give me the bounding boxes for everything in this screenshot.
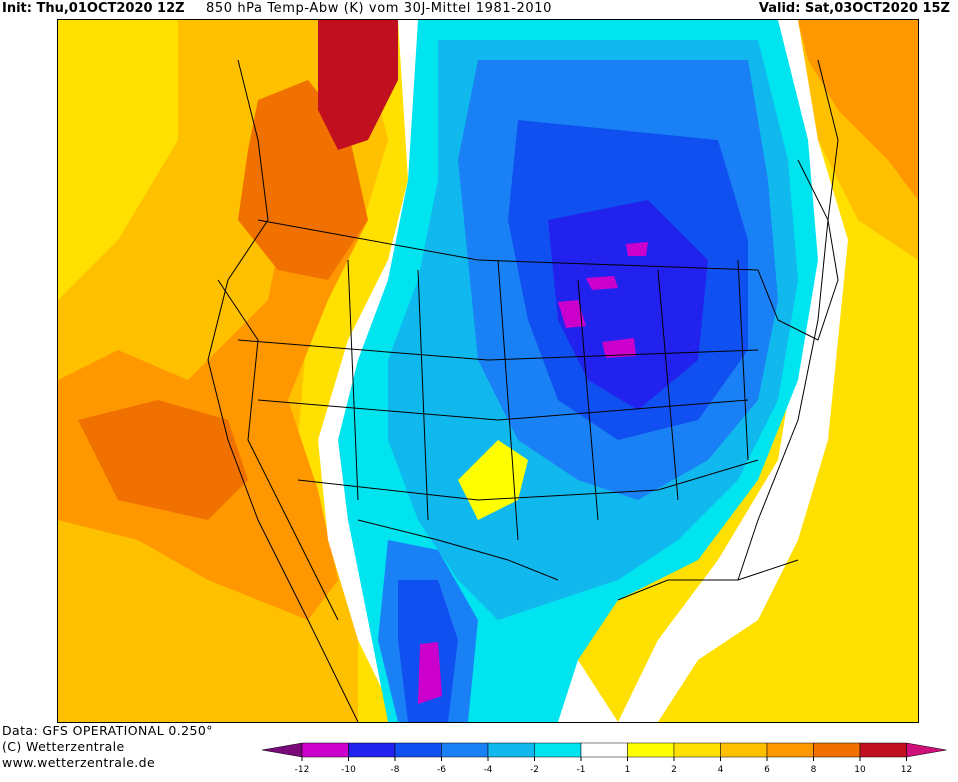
data-source-label: Data: GFS OPERATIONAL 0.250° bbox=[2, 723, 213, 738]
legend-tick-label: -2 bbox=[530, 765, 539, 775]
legend-tick-label: 6 bbox=[764, 765, 770, 775]
anomaly-region-neutral-east bbox=[618, 20, 848, 722]
legend-swatch bbox=[487, 742, 535, 758]
copyright-label: (C) Wetterzentrale bbox=[2, 739, 125, 754]
legend-swatch bbox=[301, 742, 349, 758]
anomaly-core-wisconsin bbox=[558, 300, 586, 328]
legend-tick-label: -10 bbox=[341, 765, 356, 775]
legend-swatch bbox=[348, 742, 396, 758]
map-title: 850 hPa Temp-Abw (K) vom 30J-Mittel 1981… bbox=[206, 1, 552, 16]
legend-swatch bbox=[720, 742, 768, 758]
legend-swatch bbox=[580, 742, 628, 758]
legend-tick-label: 10 bbox=[854, 765, 866, 775]
anomaly-core-illinois bbox=[602, 338, 636, 358]
legend-swatch bbox=[859, 742, 907, 758]
coastline bbox=[207, 59, 839, 722]
anomaly-core-mexico bbox=[418, 642, 442, 704]
anomaly-region-ne-dark-orange bbox=[798, 20, 918, 200]
anomaly-region-yukon-red bbox=[318, 20, 398, 150]
legend-swatch bbox=[534, 742, 582, 758]
legend-swatch bbox=[394, 742, 442, 758]
valid-time-label: Valid: Sat,03OCT2020 15Z bbox=[758, 1, 950, 16]
legend-high-arrow bbox=[906, 742, 947, 758]
legend-tick-label: -1 bbox=[577, 765, 586, 775]
legend-tick-label: -4 bbox=[484, 765, 493, 775]
legend-swatch bbox=[766, 742, 814, 758]
legend-tick-label: 8 bbox=[811, 765, 817, 775]
legend-low-arrow bbox=[261, 742, 303, 758]
anomaly-region-deep-blue bbox=[548, 200, 708, 410]
boundary-lines bbox=[217, 159, 839, 621]
legend-tick-label: 1 bbox=[625, 765, 631, 775]
anomaly-region-west-dark-orange bbox=[58, 170, 368, 620]
anomaly-core-superior bbox=[626, 242, 648, 256]
color-scale-legend: -12 -10 -8 -6 -4 -2 -1 1 2 4 6 8 10 12 bbox=[256, 741, 956, 778]
legend-tick-label: -6 bbox=[437, 765, 446, 775]
legend-swatch bbox=[627, 742, 675, 758]
legend-swatch bbox=[813, 742, 861, 758]
website-label: www.wetterzentrale.de bbox=[2, 755, 156, 770]
legend-tick-label: 2 bbox=[671, 765, 677, 775]
legend-tick-label: 12 bbox=[901, 765, 912, 775]
init-time-label: Init: Thu,01OCT2020 12Z bbox=[2, 1, 185, 16]
temperature-anomaly-map bbox=[57, 19, 919, 723]
legend-tick-label: -12 bbox=[295, 765, 310, 775]
legend-tick-label: 4 bbox=[718, 765, 724, 775]
legend-tick-label: -8 bbox=[391, 765, 400, 775]
anomaly-region-sw-orange bbox=[78, 400, 248, 520]
legend-swatch bbox=[441, 742, 489, 758]
legend-swatch bbox=[673, 742, 721, 758]
anomaly-core-lakes bbox=[586, 276, 618, 290]
